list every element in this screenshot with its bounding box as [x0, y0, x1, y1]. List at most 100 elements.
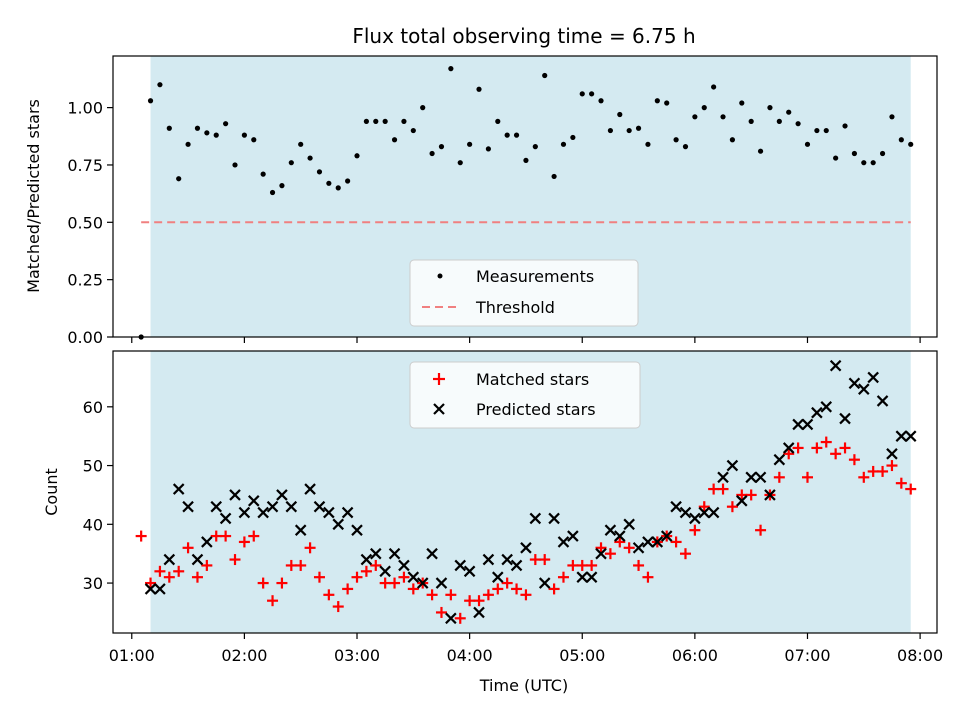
- matched-star-point: [905, 483, 917, 495]
- measurement-point: [645, 141, 651, 147]
- predicted-star-point: [257, 506, 269, 519]
- measurement-point: [523, 157, 529, 163]
- predicted-star-point: [341, 506, 354, 519]
- predicted-star-point: [604, 524, 617, 536]
- predicted-star-point-b: [736, 495, 748, 507]
- matched-star-point: [623, 542, 635, 554]
- measurement-point: [448, 66, 454, 72]
- matched-star-point: [755, 524, 767, 536]
- matched-star-point: [698, 501, 710, 513]
- predicted-star-point: [238, 506, 251, 519]
- predicted-star-point: [323, 506, 335, 519]
- predicted-star-point: [379, 565, 391, 578]
- predicted-star-point-b: [689, 512, 701, 525]
- matched-star-point: [201, 559, 213, 571]
- x-tick-label: 03:00: [334, 646, 380, 665]
- top-chart-title: Flux total observing time = 6.75 h: [352, 24, 695, 48]
- measurement-point: [598, 98, 604, 104]
- measurement-point: [457, 160, 463, 166]
- matched-star-point: [539, 554, 551, 566]
- predicted-star-point: [698, 506, 711, 519]
- matched-star-point: [145, 577, 157, 589]
- measurement-point: [213, 132, 219, 138]
- measurement-point: [363, 118, 369, 124]
- predicted-star-point-b: [210, 500, 223, 513]
- bottom-y-ticks: 30 40 50 60: [83, 398, 113, 593]
- matched-star-point: [135, 530, 147, 542]
- top-y-tick-label: 0.00: [67, 328, 103, 347]
- matched-star-point: [586, 559, 598, 571]
- predicted-star-point: [351, 524, 363, 536]
- matched-star-point: [830, 448, 842, 460]
- predicted-star-point: [229, 489, 241, 501]
- matched-star-point: [360, 565, 372, 577]
- predicted-star-point-b: [717, 471, 729, 484]
- matched-star-point: [191, 571, 203, 583]
- measurement-point: [692, 114, 698, 120]
- predicted-star-point-b: [426, 547, 438, 560]
- predicted-star-point: [801, 418, 814, 431]
- predicted-star-point-b: [707, 506, 720, 519]
- matched-star-point: [839, 442, 851, 454]
- matched-star-point: [801, 471, 813, 483]
- measurement-point: [823, 127, 829, 134]
- measurement-point: [673, 137, 679, 143]
- measurement-point: [767, 105, 773, 111]
- measurement-point: [476, 86, 482, 92]
- measurement-point: [626, 127, 632, 134]
- predicted-star-point-b: [266, 500, 279, 513]
- measurement-point: [316, 169, 323, 175]
- matched-star-point: [154, 565, 166, 577]
- measurement-points: [138, 66, 914, 340]
- x-tick-label: 02:00: [221, 646, 267, 665]
- measurement-point: [748, 118, 754, 124]
- matched-star-point: [773, 471, 785, 483]
- predicted-star-point-b: [398, 559, 410, 572]
- predicted-star-point-b: [201, 536, 213, 548]
- measurement-point: [223, 121, 229, 127]
- predicted-star-point-b: [238, 506, 251, 519]
- top-y-tick-label: 1.00: [67, 99, 103, 118]
- measurement-point: [251, 137, 257, 143]
- predicted-star-point: [520, 542, 532, 554]
- predicted-star-point: [717, 471, 729, 484]
- predicted-star-point-b: [341, 506, 354, 519]
- predicted-star-point-b: [501, 553, 513, 566]
- predicted-star-point-b: [144, 583, 157, 595]
- matched-star-point: [736, 489, 748, 501]
- measurement-point: [241, 132, 247, 138]
- predicted-star-point: [492, 571, 504, 583]
- predicted-star-point: [820, 401, 833, 413]
- predicted-star-point: [736, 495, 748, 507]
- predicted-star-point: [651, 536, 664, 548]
- matched-star-point: [267, 595, 279, 607]
- predicted-star-point: [398, 559, 410, 572]
- matched-star-point: [295, 559, 307, 571]
- measurement-point: [889, 114, 895, 120]
- predicted-star-point-b: [482, 553, 495, 566]
- matched-star-point: [248, 530, 260, 542]
- measurement-point: [570, 134, 576, 141]
- predicted-star-point-b: [811, 406, 823, 419]
- predicted-star-point-b: [463, 565, 476, 578]
- legend-measurements-label: Measurements: [476, 267, 594, 286]
- predicted-star-point: [839, 412, 851, 425]
- measurement-point: [307, 155, 313, 161]
- predicted-star-point-b: [698, 506, 711, 519]
- predicted-star-point: [201, 536, 213, 548]
- x-tick-label: 04:00: [447, 646, 493, 665]
- matched-star-point: [604, 548, 616, 560]
- matched-star-point: [173, 565, 185, 577]
- matched-star-point: [332, 601, 344, 613]
- predicted-star-point-b: [370, 547, 382, 560]
- predicted-star-point: [445, 612, 457, 625]
- x-tick-label: 05:00: [559, 646, 605, 665]
- predicted-star-point-b: [219, 512, 232, 525]
- predicted-star-point-b: [773, 453, 786, 466]
- predicted-star-point: [407, 571, 420, 583]
- predicted-star-point-b: [858, 383, 870, 395]
- predicted-star-point: [679, 506, 692, 519]
- predicted-star-point: [370, 547, 382, 560]
